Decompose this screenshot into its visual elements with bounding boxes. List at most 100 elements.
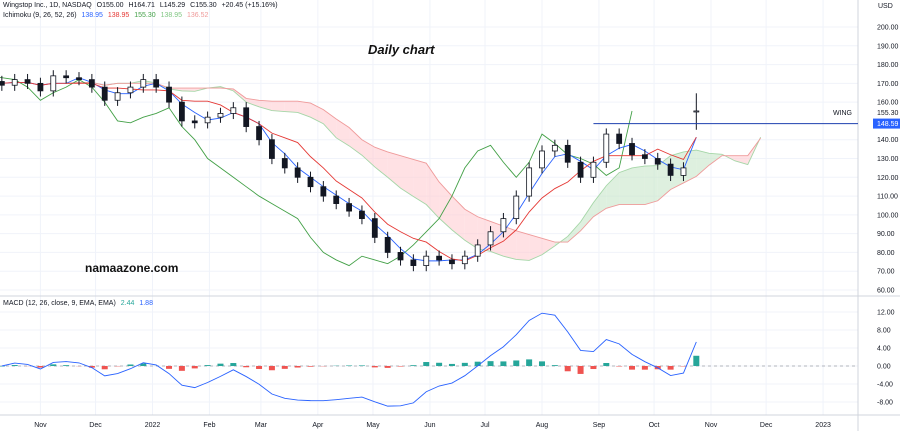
macd-histogram-bar	[307, 366, 314, 367]
macd-histogram-bar	[230, 363, 237, 366]
ichimoku-cloud	[606, 172, 620, 209]
candle	[603, 133, 610, 163]
price-tick-label: 100.00	[877, 212, 899, 219]
ichimoku-cloud	[387, 151, 401, 189]
macd-histogram-bar	[204, 365, 211, 366]
candle	[24, 79, 31, 84]
ichimoku-cloud	[323, 109, 337, 138]
candle	[269, 139, 275, 159]
ichimoku-cloud	[516, 230, 530, 261]
candle	[526, 167, 533, 197]
candle	[178, 101, 185, 122]
candle	[680, 167, 687, 176]
candle	[320, 186, 327, 197]
ichimoku-cloud	[593, 185, 607, 217]
macd-tick-label: 8.00	[877, 328, 891, 335]
candle	[423, 255, 430, 266]
candle	[127, 86, 134, 94]
macd-histogram-bar	[487, 361, 494, 366]
price-tick-label: 80.00	[877, 250, 895, 257]
macd-histogram-bar	[256, 366, 263, 369]
candle	[153, 79, 160, 88]
macd-histogram-bar	[526, 359, 533, 366]
candle	[0, 81, 5, 86]
macd-tick-label: 0.00	[877, 364, 891, 371]
candle	[641, 154, 648, 159]
candle	[114, 92, 121, 101]
macd-histogram-bar	[37, 366, 44, 368]
candle	[590, 161, 597, 178]
candle	[101, 86, 108, 101]
price-tick-label: 190.00	[877, 43, 899, 50]
macd-histogram-bar	[693, 355, 700, 366]
macd-histogram-bar	[474, 361, 481, 366]
macd-histogram-bar	[629, 366, 636, 370]
candle	[397, 252, 404, 261]
ichimoku-cloud	[644, 165, 658, 205]
macd-hist-value: 2.44	[120, 300, 135, 307]
ichimoku-cloud	[529, 234, 542, 261]
ichimoku-legend[interactable]: Ichimoku (9, 26, 52, 26) 138.95 138.95 1…	[3, 12, 211, 19]
time-tick-label: Dec	[89, 422, 102, 429]
time-tick-label: Dec	[760, 422, 773, 429]
price-tick-label: 130.00	[877, 156, 899, 163]
macd-tick-label: 4.00	[877, 346, 891, 353]
candle	[384, 236, 391, 253]
macd-label: MACD (12, 26, close, 9, EMA, EMA)	[3, 300, 116, 307]
macd-histogram-bar	[423, 362, 430, 366]
ichimoku-cloud	[619, 167, 633, 205]
macd-histogram-bar	[178, 366, 185, 371]
price-line-label: 148.59	[877, 121, 899, 128]
macd-histogram-bar	[358, 365, 365, 366]
watermark-site: namaazone.com	[85, 261, 179, 275]
low-value: L145.29	[159, 2, 186, 9]
span-b-value: 136.52	[187, 12, 209, 19]
macd-histogram-bar	[217, 363, 224, 366]
macd-histogram-bar	[63, 365, 70, 366]
ichimoku-cloud	[271, 101, 285, 112]
ichimoku-cloud	[503, 226, 517, 260]
macd-histogram-bar	[371, 366, 378, 368]
macd-histogram-bar	[11, 365, 18, 366]
change-value: +20.45 (+15.16%)	[221, 2, 278, 9]
macd-line	[1, 312, 697, 407]
macd-legend[interactable]: MACD (12, 26, close, 9, EMA, EMA) 2.44 1…	[3, 300, 156, 307]
candle	[487, 231, 494, 246]
price-tick-label: 160.00	[877, 100, 899, 107]
macd-histogram-bar	[538, 361, 545, 366]
price-tick-label: 200.00	[877, 25, 899, 32]
currency-label: USD	[878, 3, 893, 10]
symbol-legend: Wingstop Inc., 1D, NASDAQ O155.00 H164.7…	[3, 2, 281, 9]
macd-histogram-bar	[191, 366, 198, 369]
ichimoku-cloud	[464, 209, 478, 249]
macd-histogram-bar	[410, 365, 417, 366]
candle	[461, 255, 468, 265]
macd-histogram-bar	[294, 366, 301, 368]
price-tick-label: 90.00	[877, 231, 895, 238]
ichimoku-cloud	[580, 202, 594, 231]
candle	[359, 210, 365, 220]
macd-histogram-bar	[88, 366, 95, 368]
macd-histogram-bar	[166, 366, 173, 369]
candle	[88, 79, 95, 88]
macd-histogram-bar	[436, 362, 443, 366]
macd-histogram-bar	[127, 364, 134, 366]
time-tick-label: 2022	[145, 422, 161, 429]
ichimoku-cloud	[670, 151, 684, 190]
candle	[410, 259, 417, 266]
macd-histogram-bar	[101, 366, 108, 370]
candle	[281, 158, 288, 169]
price-tick-label: 60.00	[877, 288, 895, 295]
candle	[474, 244, 481, 257]
ichimoku-cloud	[439, 181, 452, 230]
candle	[551, 144, 558, 152]
ichimoku-cloud	[734, 155, 748, 165]
time-tick-label: Oct	[649, 422, 660, 429]
macd-histogram-bar	[346, 365, 353, 366]
ichimoku-cloud	[284, 101, 298, 113]
ichimoku-cloud	[490, 221, 504, 257]
ichimoku-cloud	[632, 166, 645, 205]
span-a-line	[66, 80, 762, 261]
chikou-value: 155.30	[134, 12, 156, 19]
